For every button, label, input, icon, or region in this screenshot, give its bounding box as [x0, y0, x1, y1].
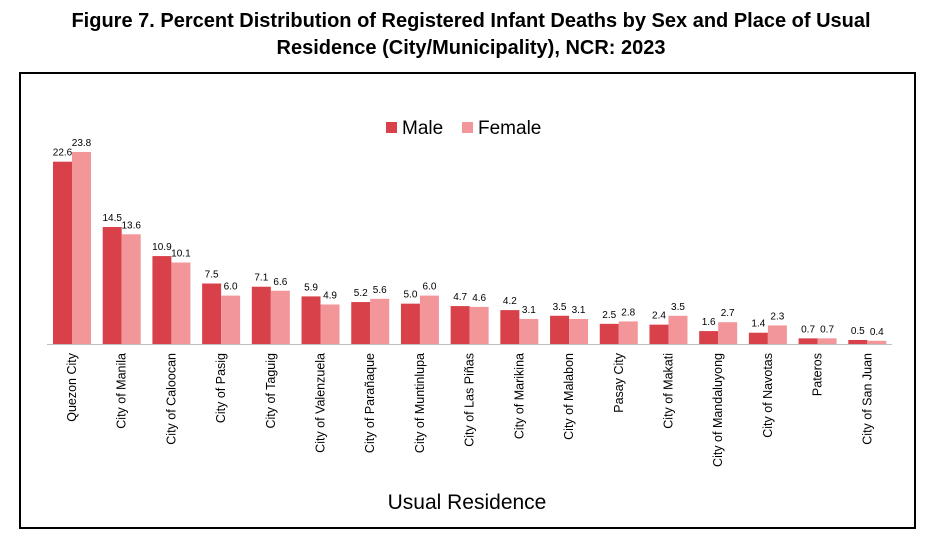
chart-title: Figure 7. Percent Distribution of Regist…: [0, 8, 942, 62]
data-label-female-12: 3.5: [671, 302, 685, 313]
bar-female-12: [668, 315, 688, 344]
x-tick-label-11: Pasay City: [612, 352, 626, 412]
bar-female-15: [817, 338, 837, 344]
bar-male-2: [152, 256, 172, 344]
data-label-male-13: 1.6: [702, 317, 716, 328]
data-label-female-16: 0.4: [870, 327, 884, 338]
bar-female-0: [72, 152, 91, 344]
bar-female-7: [419, 295, 439, 344]
x-tick-label-1: City of Manila: [115, 353, 129, 429]
bar-male-13: [699, 331, 719, 344]
bar-male-12: [649, 324, 669, 344]
legend-label-male: Male: [402, 118, 443, 139]
data-label-female-1: 13.6: [121, 220, 141, 231]
data-label-male-7: 5.0: [403, 290, 417, 301]
bar-male-4: [251, 286, 271, 344]
chart-title-line-1: Figure 7. Percent Distribution of Regist…: [71, 10, 871, 32]
x-tick-label-5: City of Valenzuela: [314, 353, 328, 453]
bar-female-2: [171, 262, 191, 344]
bar-female-10: [569, 318, 589, 344]
bar-female-9: [519, 318, 539, 344]
bar-female-1: [121, 234, 141, 344]
data-label-male-1: 14.5: [102, 213, 122, 224]
bar-male-15: [798, 338, 818, 344]
bar-male-0: [53, 161, 72, 344]
chart-title-line-2: Residence (City/Municipality), NCR: 2023: [276, 37, 666, 59]
data-label-female-5: 4.9: [323, 290, 337, 301]
bar-female-8: [469, 306, 489, 344]
bar-female-5: [320, 304, 340, 344]
bar-male-16: [848, 339, 868, 344]
bar-male-1: [102, 227, 122, 344]
data-label-female-3: 6.0: [224, 282, 238, 293]
data-label-female-7: 6.0: [422, 282, 436, 293]
data-label-male-15: 0.7: [801, 324, 815, 335]
x-tick-label-12: City of Makati: [661, 353, 675, 429]
data-label-male-8: 4.7: [453, 292, 467, 303]
bar-male-11: [599, 323, 619, 344]
bar-male-9: [500, 310, 520, 344]
bar-male-6: [351, 302, 371, 344]
x-tick-label-0: Quezon City: [65, 352, 79, 422]
data-label-female-13: 2.7: [721, 308, 735, 319]
x-tick-label-16: City of San Juan: [860, 353, 874, 445]
bar-male-5: [301, 296, 321, 344]
data-label-male-14: 1.4: [751, 319, 765, 330]
data-label-female-0: 23.8: [72, 138, 92, 149]
bar-male-3: [202, 283, 222, 344]
bar-female-3: [221, 295, 241, 344]
x-tick-label-3: City of Pasig: [214, 353, 228, 423]
data-label-female-9: 3.1: [522, 305, 536, 316]
data-label-female-4: 6.6: [273, 277, 287, 288]
data-label-male-3: 7.5: [205, 269, 219, 280]
data-label-male-6: 5.2: [354, 288, 368, 299]
data-label-male-9: 4.2: [503, 296, 517, 307]
x-tick-label-10: City of Malabon: [562, 353, 576, 440]
legend-label-female: Female: [478, 118, 541, 139]
data-label-male-11: 2.5: [602, 310, 616, 321]
x-tick-label-6: City of Parañaque: [363, 353, 377, 453]
data-label-female-11: 2.8: [621, 307, 635, 318]
data-label-female-10: 3.1: [572, 305, 586, 316]
bar-female-11: [618, 321, 638, 344]
x-tick-label-8: City of Las Piñas: [463, 353, 477, 447]
data-label-male-16: 0.5: [851, 326, 865, 337]
bar-female-13: [718, 322, 738, 344]
bar-female-16: [867, 340, 887, 344]
x-axis-title: Usual Residence: [388, 491, 547, 514]
x-tick-label-2: City of Caloocan: [164, 353, 178, 445]
bar-female-6: [370, 298, 390, 344]
bar-female-4: [270, 290, 290, 344]
x-tick-label-13: City of Mandaluyong: [711, 353, 725, 467]
chart-frame: [19, 72, 916, 529]
data-label-female-15: 0.7: [820, 324, 834, 335]
data-label-male-10: 3.5: [553, 302, 567, 313]
x-tick-label-14: City of Navotas: [761, 353, 775, 438]
data-label-male-4: 7.1: [254, 273, 268, 284]
data-label-male-5: 5.9: [304, 282, 318, 293]
bar-male-10: [550, 315, 570, 344]
data-label-male-2: 10.9: [152, 242, 172, 253]
legend-swatch-male: [386, 122, 397, 133]
data-label-female-2: 10.1: [171, 249, 191, 260]
data-label-male-0: 22.6: [53, 148, 73, 159]
data-label-female-6: 5.6: [373, 285, 387, 296]
bar-male-8: [450, 306, 470, 344]
x-tick-label-15: Pateros: [811, 353, 825, 396]
x-tick-label-9: City of Marikina: [512, 353, 526, 439]
bar-male-14: [748, 332, 768, 344]
data-label-female-8: 4.6: [472, 293, 486, 304]
x-tick-label-7: City of Muntinlupa: [413, 353, 427, 453]
bar-male-7: [400, 303, 420, 344]
data-label-female-14: 2.3: [770, 311, 784, 322]
x-tick-label-4: City of Taguig: [264, 353, 278, 429]
data-label-male-12: 2.4: [652, 311, 666, 322]
legend-swatch-female: [462, 122, 473, 133]
bar-female-14: [767, 325, 787, 344]
